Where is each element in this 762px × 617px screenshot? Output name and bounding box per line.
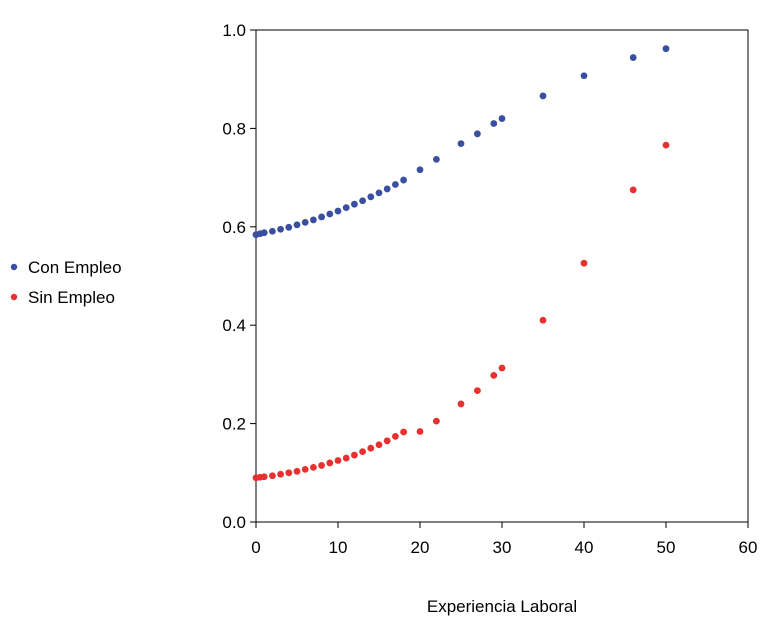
data-point (580, 72, 588, 80)
data-point (490, 371, 498, 379)
legend-marker (10, 293, 18, 301)
data-point (629, 186, 637, 194)
data-point (359, 197, 366, 205)
plot-frame (255, 29, 749, 523)
data-point (310, 216, 317, 224)
data-point (318, 213, 325, 221)
data-point (383, 437, 391, 445)
data-point (490, 120, 498, 127)
data-point (457, 140, 465, 148)
data-point (293, 221, 301, 229)
data-point (498, 115, 506, 122)
data-point (367, 193, 375, 201)
data-point (318, 462, 325, 469)
data-point (367, 444, 375, 452)
x-tick-label: 60 (739, 538, 758, 557)
data-point (662, 141, 670, 149)
data-point (433, 155, 440, 163)
data-point (474, 130, 481, 138)
data-point (392, 432, 399, 440)
data-point (277, 470, 284, 478)
y-tick-label: 0.6 (222, 218, 246, 237)
data-point (285, 469, 293, 477)
x-tick-label: 20 (411, 538, 430, 557)
data-point (416, 166, 424, 174)
data-point (342, 454, 350, 462)
data-point (400, 176, 407, 184)
series-con-empleo (252, 45, 670, 239)
data-point (474, 387, 481, 395)
data-point (539, 92, 547, 100)
data-point (400, 428, 407, 436)
x-tick-label: 30 (493, 538, 512, 557)
data-point (351, 200, 358, 208)
data-point (260, 473, 268, 481)
y-tick-label: 0.8 (222, 119, 246, 138)
data-point (310, 463, 317, 471)
data-point (334, 207, 342, 215)
data-point (392, 181, 399, 188)
legend-marker (10, 263, 18, 271)
data-point (301, 465, 309, 473)
y-tick-label: 0.0 (222, 513, 246, 532)
data-point (260, 229, 268, 237)
data-point (359, 448, 366, 456)
legend-label: Con Empleo (28, 258, 122, 277)
y-tick-label: 0.2 (222, 415, 246, 434)
data-point (301, 218, 309, 226)
legend-label: Sin Empleo (28, 288, 115, 307)
data-point (457, 400, 465, 408)
y-tick-label: 0.4 (222, 316, 246, 335)
data-point (539, 316, 547, 324)
data-point (375, 189, 383, 197)
data-point (580, 259, 588, 267)
y-tick-label: 1.0 (222, 21, 246, 40)
data-point (285, 223, 293, 231)
data-point (416, 428, 424, 435)
data-point (375, 441, 383, 449)
data-point (293, 467, 301, 475)
data-point (326, 459, 334, 467)
x-tick-label: 0 (251, 538, 260, 557)
data-point (269, 472, 276, 480)
data-point (334, 457, 342, 464)
data-point (277, 225, 284, 233)
data-point (326, 210, 334, 218)
series-sin-empleo (252, 141, 670, 482)
x-tick-label: 40 (575, 538, 594, 557)
data-point (383, 185, 391, 193)
data-point (629, 54, 637, 61)
x-tick-label: 50 (657, 538, 676, 557)
data-point (342, 204, 350, 212)
x-axis-title: Experiencia Laboral (427, 597, 577, 616)
data-point (498, 364, 506, 372)
data-point (662, 45, 670, 53)
data-point (433, 417, 440, 425)
data-point (351, 451, 358, 459)
x-tick-label: 10 (329, 538, 348, 557)
data-point (269, 227, 276, 235)
